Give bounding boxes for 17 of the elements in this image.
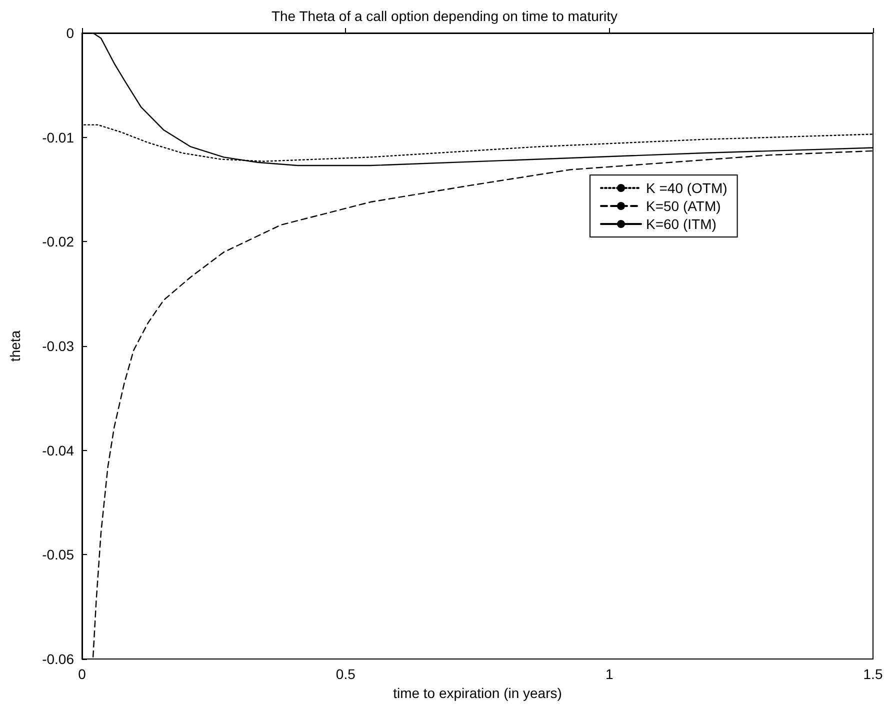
chart-title: The Theta of a call option depending on time to maturity <box>271 8 618 24</box>
x-axis-title: time to expiration (in years) <box>393 684 562 701</box>
x-tick-label: 1 <box>605 666 614 682</box>
y-tick-label: -0.05 <box>42 546 74 563</box>
y-axis-title: theta <box>7 330 23 362</box>
legend-label: K =40 (OTM) <box>646 180 728 196</box>
x-tick-label: 0.5 <box>336 666 356 682</box>
y-tick-label: 0 <box>66 25 74 41</box>
y-tick-label: -0.06 <box>42 651 74 667</box>
y-tick-label: -0.01 <box>42 129 74 146</box>
legend-label: K=60 (ITM) <box>646 216 716 232</box>
y-tick-label: -0.03 <box>42 338 74 354</box>
x-tick-label: 1.5 <box>863 666 883 682</box>
y-tick-label: -0.04 <box>42 442 74 458</box>
y-tick-label: -0.02 <box>42 234 74 250</box>
legend-label: K=50 (ATM) <box>646 198 721 214</box>
x-tick-label: 0 <box>78 666 86 682</box>
